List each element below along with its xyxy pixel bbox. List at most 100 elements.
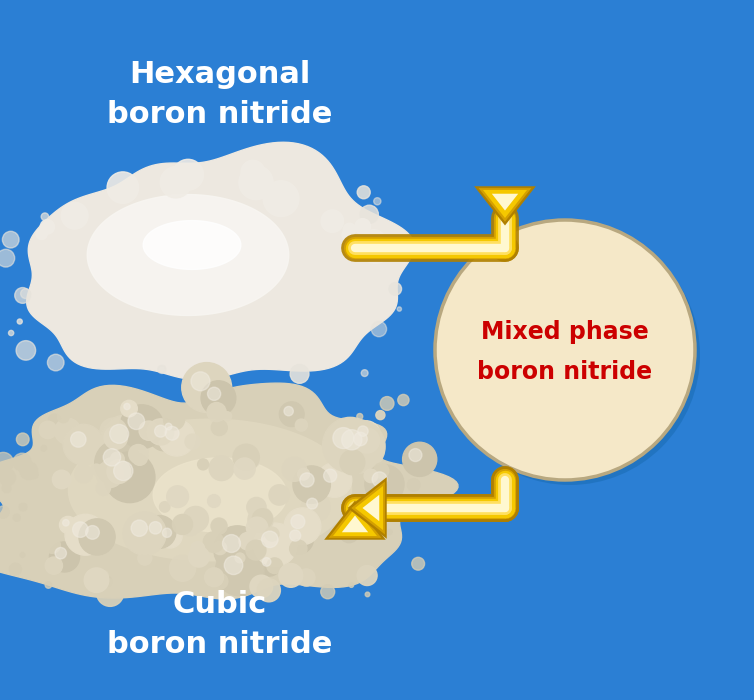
Polygon shape (363, 495, 379, 522)
Polygon shape (143, 220, 241, 270)
Circle shape (45, 557, 63, 574)
Circle shape (361, 230, 386, 255)
Circle shape (2, 484, 11, 493)
Polygon shape (329, 504, 382, 538)
Circle shape (342, 430, 362, 450)
Circle shape (374, 197, 381, 205)
Circle shape (16, 341, 35, 360)
Polygon shape (474, 186, 536, 225)
Circle shape (124, 403, 130, 410)
Circle shape (97, 461, 123, 488)
Circle shape (267, 558, 283, 573)
Circle shape (123, 512, 166, 555)
Circle shape (290, 530, 301, 541)
Circle shape (222, 412, 231, 421)
Polygon shape (153, 458, 287, 532)
Circle shape (440, 225, 700, 485)
Circle shape (323, 417, 378, 473)
Circle shape (372, 472, 387, 486)
Circle shape (347, 426, 383, 461)
Circle shape (185, 434, 200, 449)
Circle shape (343, 527, 351, 535)
Circle shape (100, 418, 127, 445)
Circle shape (290, 365, 309, 384)
Circle shape (239, 165, 273, 199)
Circle shape (57, 411, 69, 423)
Circle shape (155, 425, 167, 438)
Circle shape (279, 564, 302, 587)
Circle shape (248, 508, 273, 533)
Circle shape (296, 419, 308, 431)
Circle shape (20, 552, 25, 557)
Circle shape (302, 493, 330, 522)
Circle shape (241, 160, 265, 184)
Circle shape (333, 428, 354, 449)
Circle shape (361, 370, 368, 377)
Circle shape (188, 547, 209, 567)
Circle shape (380, 397, 394, 410)
Circle shape (364, 469, 378, 482)
Circle shape (63, 519, 69, 526)
Circle shape (234, 458, 255, 480)
Circle shape (353, 513, 372, 532)
Text: Mixed phase: Mixed phase (481, 320, 649, 344)
Circle shape (198, 459, 209, 470)
Polygon shape (87, 195, 289, 316)
Circle shape (65, 514, 106, 555)
Text: Hexagonal: Hexagonal (130, 60, 311, 89)
Circle shape (293, 466, 330, 503)
Circle shape (10, 564, 21, 575)
Circle shape (162, 420, 179, 438)
Circle shape (284, 407, 293, 416)
Circle shape (107, 172, 139, 203)
Circle shape (282, 457, 306, 482)
Polygon shape (69, 419, 351, 561)
Circle shape (354, 428, 379, 453)
Circle shape (317, 563, 336, 583)
Circle shape (41, 213, 49, 220)
Circle shape (357, 566, 377, 585)
Circle shape (91, 464, 102, 475)
Circle shape (209, 456, 234, 481)
Circle shape (265, 527, 279, 541)
Circle shape (245, 454, 259, 468)
Circle shape (158, 419, 195, 456)
Circle shape (360, 234, 390, 263)
Circle shape (191, 542, 204, 556)
Circle shape (164, 409, 185, 430)
Circle shape (294, 577, 301, 584)
Circle shape (213, 541, 227, 554)
Circle shape (375, 411, 385, 420)
Circle shape (100, 415, 150, 465)
Polygon shape (324, 500, 386, 540)
Circle shape (224, 556, 243, 575)
Circle shape (161, 167, 192, 198)
Circle shape (45, 582, 51, 588)
Circle shape (253, 523, 297, 566)
Circle shape (239, 533, 256, 550)
Circle shape (17, 433, 29, 446)
Circle shape (129, 444, 148, 463)
Circle shape (103, 458, 118, 472)
Circle shape (321, 210, 344, 232)
Circle shape (300, 473, 314, 487)
Circle shape (158, 365, 166, 373)
Circle shape (132, 449, 148, 466)
Circle shape (349, 583, 354, 587)
Circle shape (182, 363, 231, 412)
Circle shape (120, 405, 164, 449)
Circle shape (170, 555, 195, 581)
Circle shape (148, 419, 173, 445)
Polygon shape (355, 486, 383, 530)
Circle shape (307, 498, 317, 509)
Circle shape (143, 515, 176, 548)
Circle shape (258, 554, 280, 576)
Circle shape (435, 220, 695, 480)
Circle shape (36, 228, 48, 239)
Circle shape (173, 160, 204, 190)
Circle shape (50, 542, 80, 572)
Circle shape (257, 579, 280, 602)
Circle shape (298, 468, 309, 480)
Circle shape (173, 514, 192, 534)
Circle shape (412, 557, 425, 570)
